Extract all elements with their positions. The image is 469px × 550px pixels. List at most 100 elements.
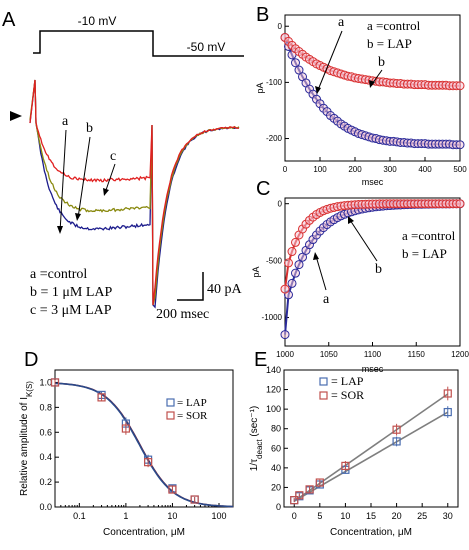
data-point-a [294, 260, 304, 270]
legend-a-line3: c = 3 μM LAP [30, 303, 112, 318]
x-tick-label: 1050 [320, 350, 338, 359]
data-point-SOR [50, 378, 60, 387]
x-tick-label: 400 [418, 165, 432, 174]
arrow-b-a [317, 30, 343, 91]
x-tick-label: 300 [383, 165, 397, 174]
x-tick-label: 15 [366, 511, 376, 521]
y-tick-label: 120 [266, 385, 281, 395]
data-point-SOR [97, 393, 106, 402]
x-tick-label: 1000 [276, 350, 294, 359]
arrow-c-a [315, 255, 327, 291]
plot-frame [54, 369, 234, 508]
data-point-a [455, 140, 465, 150]
legend-label-SOR: = SOR [177, 410, 208, 422]
x-tick-label: 10 [167, 511, 177, 521]
legend-marker-LAP [319, 377, 328, 386]
y-tick-label: 20 [271, 482, 281, 492]
curve-label-b-a: a [338, 15, 345, 30]
hill-fit-curve-1 [54, 382, 233, 508]
panel-b: B 0 100 200 300 400 500 0 -100 -200 msec pA a =con… [255, 4, 467, 187]
arrow-c-b [349, 219, 378, 262]
data-point-SOR [315, 478, 324, 487]
y-axis-label: pA [255, 82, 265, 93]
legend-c-line2: b = LAP [402, 246, 447, 261]
x-axis-label: Concentration, μM [330, 527, 412, 538]
x-tick-label: 1 [123, 511, 128, 521]
arrowhead-b-b-icon [369, 80, 375, 88]
y-tick-label: -1000 [262, 313, 283, 322]
x-tick-label: 0.1 [73, 511, 86, 521]
y-tick-label: 100 [266, 404, 281, 414]
data-point-b [455, 81, 465, 91]
chart-c: 1000 1050 1100 1150 1200 0 -500 -1000 msec pA [251, 197, 469, 374]
data-point-a [291, 268, 300, 278]
arrowhead-b-a-icon [315, 86, 321, 94]
y-axis-label: 1/τdeact (sec⁻¹) [249, 406, 264, 471]
zero-current-arrow-icon [10, 111, 22, 121]
legend-label-LAP: = LAP [331, 374, 364, 388]
curve-label-c-a: a [323, 292, 330, 307]
x-tick-label: 100 [313, 165, 327, 174]
y-tick-label: 40 [271, 463, 281, 473]
data-point-a [291, 58, 300, 68]
y-tick-label: 0.2 [39, 477, 52, 487]
legend-label-SOR: = SOR [331, 388, 364, 402]
arrowhead-a-icon [57, 226, 63, 234]
y-axis-label: Relative amplitude of IK(S) [19, 381, 34, 496]
data-point-b [280, 284, 290, 294]
x-tick-label: 0 [283, 165, 288, 174]
data-point-a [298, 252, 307, 262]
legend-a-line2: b = 1 μM LAP [30, 285, 113, 300]
legend-marker-SOR [319, 391, 328, 400]
data-point-b [284, 258, 293, 268]
x-tick-label: 100 [211, 511, 226, 521]
data-point-SOR [290, 496, 299, 505]
data-point-SOR [168, 485, 177, 494]
arrow-b [77, 136, 91, 219]
data-point-a [280, 330, 290, 340]
x-tick-label: 1100 [364, 350, 382, 359]
x-tick-label: 0 [292, 511, 297, 521]
y-tick-label: 0.0 [39, 502, 52, 512]
data-point-SOR [143, 458, 153, 467]
panel-a: A -10 mV -50 mV a b c a =control b = 1 μ… [2, 9, 244, 322]
y-tick-label: 1.0 [39, 377, 52, 387]
data-point-b [291, 237, 300, 247]
legend-marker-SOR [166, 411, 175, 420]
data-point-SOR [190, 495, 199, 504]
legend-a-line1: a =control [30, 267, 87, 282]
y-tick-label: 80 [271, 424, 281, 434]
y-tick-label: -500 [266, 256, 283, 265]
arrowhead-c-icon [103, 188, 109, 196]
panel-label-b: B [256, 4, 269, 26]
y-axis-label-sub: K(S) [25, 381, 34, 397]
voltage-protocol [33, 30, 244, 57]
y-tick-label: 0 [278, 199, 283, 208]
y-tick-label: 140 [266, 365, 281, 375]
y-tick-label: -100 [266, 78, 283, 87]
x-axis-label: msec [362, 177, 384, 187]
y-tick-label: 0 [276, 502, 281, 512]
legend-b-line2: b = LAP [367, 36, 412, 51]
linear-fit-line-1 [293, 393, 449, 502]
legend-marker-LAP [166, 398, 175, 407]
data-point-LAP [392, 437, 401, 446]
x-tick-label: 30 [443, 511, 453, 521]
x-axis-label: Concentration, μM [103, 527, 185, 538]
trace-label-b: b [86, 121, 93, 136]
legend-c-line1: a =control [402, 228, 456, 243]
holding-voltage-label: -50 mV [187, 40, 226, 54]
chart-d: 0.1 1 10 100 0.0 0.2 0.4 0.6 0.8 1.0 Concentration… [19, 369, 234, 538]
y-tick-label: 0.8 [39, 402, 52, 412]
trace-label-a: a [62, 114, 69, 129]
data-point-LAP [443, 407, 452, 417]
data-point-SOR [392, 425, 401, 434]
arrowhead-c-a-icon [313, 252, 319, 260]
panel-label-e: E [254, 349, 267, 371]
y-tick-label: 0 [278, 22, 283, 31]
x-tick-label: 200 [348, 165, 362, 174]
step-voltage-label: -10 mV [78, 14, 117, 28]
current-trace-b [29, 79, 240, 306]
panel-label-a: A [2, 9, 16, 31]
legend-label-LAP: = LAP [177, 397, 207, 409]
